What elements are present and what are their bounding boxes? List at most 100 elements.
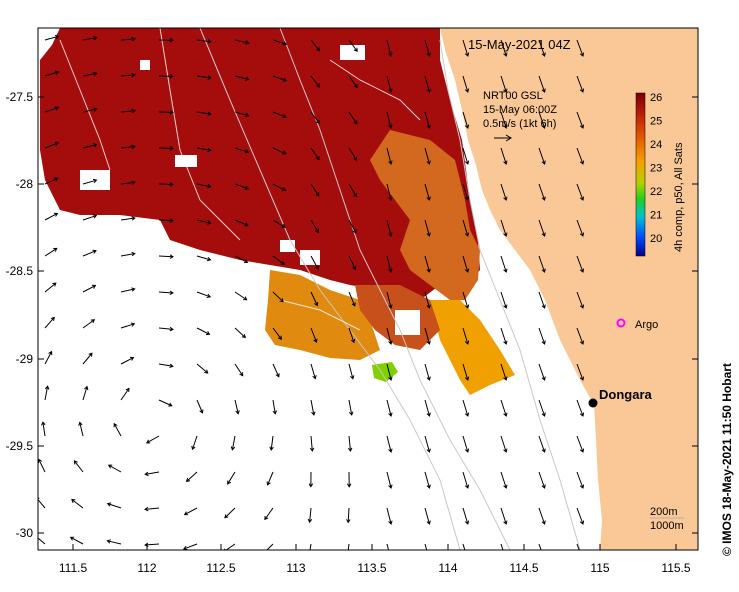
- x-tick-label: 112: [137, 561, 156, 575]
- current-arrow: [44, 177, 59, 185]
- current-arrow: [348, 219, 357, 234]
- current-arrow: [500, 471, 508, 489]
- current-arrow: [538, 219, 546, 237]
- current-arrow: [234, 111, 250, 118]
- current-arrow: [576, 471, 585, 489]
- current-arrow: [266, 471, 274, 486]
- current-arrow: [120, 108, 136, 114]
- current-arrow: [500, 255, 508, 273]
- colorbar-tick-label: 24: [650, 139, 662, 151]
- current-arrow: [309, 435, 315, 452]
- x-tick-label: 114: [438, 561, 457, 575]
- colorbar-tick-label: 25: [650, 116, 662, 128]
- current-arrow: [120, 144, 136, 150]
- current-arrow: [196, 255, 212, 262]
- current-arrow: [576, 291, 585, 309]
- current-arrow: [158, 363, 174, 368]
- current-arrow: [234, 219, 249, 227]
- current-arrow: [234, 147, 250, 154]
- current-arrow: [234, 291, 248, 301]
- current-arrow: [576, 147, 585, 165]
- current-arrow: [576, 507, 585, 525]
- current-scale: 0.5m/s (1kt 6h): [483, 118, 556, 130]
- colorbar-tick-label: 20: [650, 233, 662, 245]
- bathymetry-legend-200m: 200m: [650, 506, 678, 518]
- x-tick-label: 113: [286, 561, 305, 575]
- current-arrow: [348, 183, 357, 198]
- sst-warm-region: [40, 28, 480, 300]
- current-arrow: [348, 75, 358, 89]
- current-arrow: [82, 284, 97, 293]
- current-arrow: [386, 399, 393, 417]
- current-arrow: [196, 183, 212, 189]
- colorbar-tick-label: 21: [650, 210, 662, 222]
- current-arrow: [500, 219, 508, 237]
- argo-label: Argo: [635, 319, 658, 331]
- y-axis: -27.5 -28 -28.5 -29 -29.5 -30: [6, 90, 698, 540]
- current-arrow: [538, 75, 546, 93]
- current-arrow: [272, 327, 282, 340]
- current-arrow: [462, 111, 470, 129]
- current-arrow: [269, 435, 274, 451]
- current-arrow: [347, 435, 353, 452]
- current-arrow: [120, 356, 135, 365]
- current-arrow: [348, 363, 355, 380]
- current-arrow: [82, 143, 98, 149]
- current-arrow: [107, 464, 122, 473]
- current-arrow: [158, 74, 174, 79]
- current-arrow: [158, 146, 174, 151]
- x-axis: 111.5 112 112.5 113 113.5 114 114.5 115 115.5: [59, 544, 691, 575]
- current-arrow: [196, 327, 211, 336]
- current-arrow: [82, 107, 98, 113]
- current-arrow: [386, 255, 393, 273]
- current-arrow: [462, 39, 470, 57]
- current-arrow: [386, 543, 390, 550]
- current-arrow: [158, 218, 174, 223]
- y-tick-label: -28.5: [6, 264, 34, 278]
- colorbar-tick-label: 23: [650, 163, 662, 175]
- current-arrow: [424, 327, 431, 345]
- current-arrow: [424, 507, 431, 525]
- current-arrow: [576, 363, 585, 381]
- current-arrow: [576, 543, 580, 550]
- current-arrow: [272, 219, 286, 228]
- current-arrow: [44, 141, 59, 149]
- current-arrow: [196, 291, 212, 298]
- current-arrow: [538, 327, 546, 345]
- current-arrow: [500, 183, 508, 201]
- current-arrow: [73, 460, 84, 473]
- current-arrow: [183, 507, 198, 516]
- current-arrow: [144, 471, 160, 477]
- current-arrow: [82, 178, 98, 185]
- sst-yellow-south: [430, 300, 515, 395]
- current-arrow: [183, 543, 198, 550]
- current-arrow: [462, 291, 470, 309]
- current-arrow: [462, 255, 470, 273]
- current-arrow: [462, 399, 470, 417]
- current-arrow: [41, 421, 46, 437]
- current-arrow: [348, 147, 358, 161]
- current-arrow: [576, 183, 585, 201]
- x-tick-label: 115: [590, 561, 609, 575]
- current-arrow: [78, 421, 84, 437]
- x-tick-label: 113.5: [357, 561, 386, 575]
- current-arrow: [500, 507, 508, 525]
- current-arrow: [234, 39, 250, 45]
- current-arrow: [234, 255, 249, 264]
- current-arrow: [424, 399, 431, 417]
- scale-arrow-icon: [494, 134, 512, 142]
- current-arrow: [386, 363, 393, 381]
- current-arrow: [538, 255, 546, 273]
- x-tick-label: 111.5: [59, 561, 88, 575]
- current-arrow: [424, 363, 431, 381]
- current-arrow: [310, 147, 320, 161]
- current-arrow: [538, 399, 546, 417]
- current-arrow: [462, 327, 470, 345]
- current-arrow: [196, 363, 209, 374]
- current-arrow: [120, 36, 136, 42]
- current-arrow: [462, 183, 470, 201]
- current-arrow: [158, 182, 174, 187]
- current-arrow: [576, 399, 585, 417]
- current-model-name: NRT00 GSL: [483, 90, 543, 102]
- colorbar: [635, 92, 646, 257]
